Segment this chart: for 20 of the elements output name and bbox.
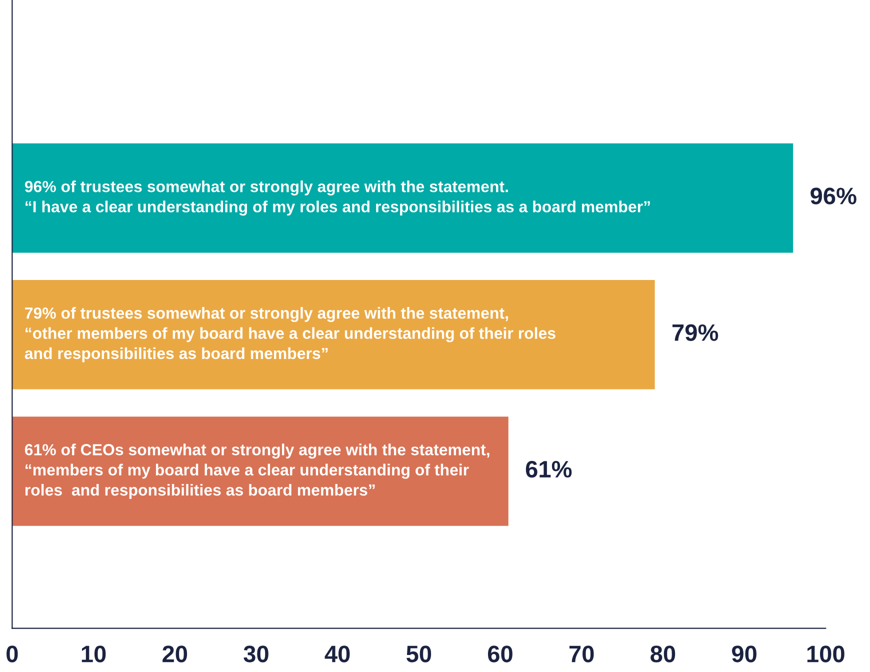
x-tick-label: 60 — [488, 646, 512, 662]
bar — [12, 416, 508, 526]
y-tick-label: 79% of trustees somewhat or strongly agree with the statement, “other members of my board have a clear understanding of their roles and responsibilities as board members” — [24, 307, 556, 362]
x-tick-label: 0 — [6, 646, 18, 662]
bar — [12, 143, 794, 253]
x-tick-label: 10 — [82, 646, 106, 662]
x-tick-label: 80 — [650, 646, 676, 662]
x-tick-label: 70 — [569, 646, 594, 662]
data-label: 79% — [672, 324, 718, 341]
bar — [12, 280, 655, 390]
x-tick-label: 50 — [406, 646, 432, 662]
x-tick-label: 20 — [162, 646, 188, 662]
x-tick-label: 40 — [324, 646, 350, 662]
y-tick-label: 96% of trustees somewhat or strongly agree with the statement. “I have a clear understanding of my roles and responsibilities as a board member” — [24, 180, 650, 216]
data-label: 61% — [526, 460, 572, 478]
data-label: 96% — [810, 188, 856, 204]
x-tick-label: 30 — [244, 646, 268, 662]
y-tick-label: 61% of CEOs somewhat or strongly agree with the statement, “members of my board have a clear understanding of their roles and responsibilities as board members” — [24, 444, 490, 499]
x-tick-label: 90 — [732, 646, 756, 662]
x-tick-label: 100 — [807, 646, 844, 662]
